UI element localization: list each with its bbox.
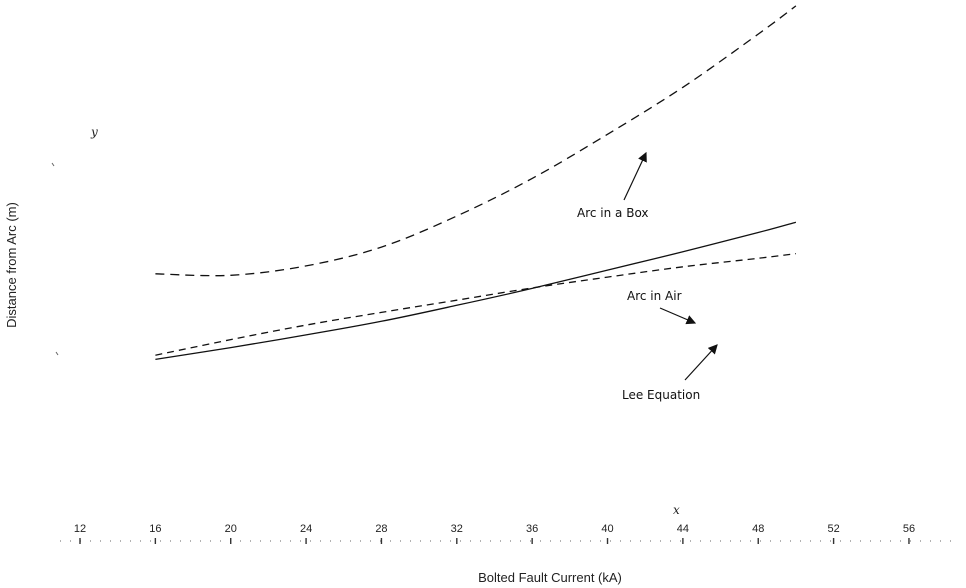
x-tick-label: 48	[752, 523, 764, 535]
x-tick-label: 52	[827, 523, 839, 535]
x-tick-label: 44	[677, 523, 689, 535]
x-tick-label: 28	[375, 523, 387, 535]
series-line-lee-equation	[155, 252, 796, 356]
y-axis-letter: y	[90, 125, 98, 139]
annotation-lee-equation: Lee Equation	[622, 388, 700, 402]
y-axis-mark	[55, 351, 59, 356]
plot-area: 12 16 20 24 28 32 36 40 44 48 52 56	[51, 5, 960, 544]
y-axis-label: Distance from Arc (m)	[4, 202, 19, 328]
y-axis-mark	[51, 162, 55, 167]
series-line-arc-in-a-box	[155, 5, 797, 277]
x-tick-label: 56	[903, 523, 915, 535]
x-tick-label: 24	[300, 523, 312, 535]
x-tick-label: 40	[601, 523, 613, 535]
series-line-arc-in-air	[155, 221, 797, 361]
annotation-arrow-arc-in-a-box	[623, 151, 647, 201]
x-axis-label: Bolted Fault Current (kA)	[478, 570, 622, 585]
annotation-arc-in-a-box: Arc in a Box	[577, 206, 649, 220]
annotation-arrow-arc-in-air	[659, 307, 697, 325]
x-axis-letter: x	[673, 503, 680, 517]
x-tick-label: 32	[451, 523, 463, 535]
x-tick-label: 12	[74, 523, 86, 535]
annotation-arrow-lee-equation	[684, 344, 718, 381]
x-tick-label: 36	[526, 523, 538, 535]
x-tick-label: 20	[225, 523, 237, 535]
x-tick-label: 16	[149, 523, 161, 535]
annotation-arc-in-air: Arc in Air	[627, 289, 682, 303]
